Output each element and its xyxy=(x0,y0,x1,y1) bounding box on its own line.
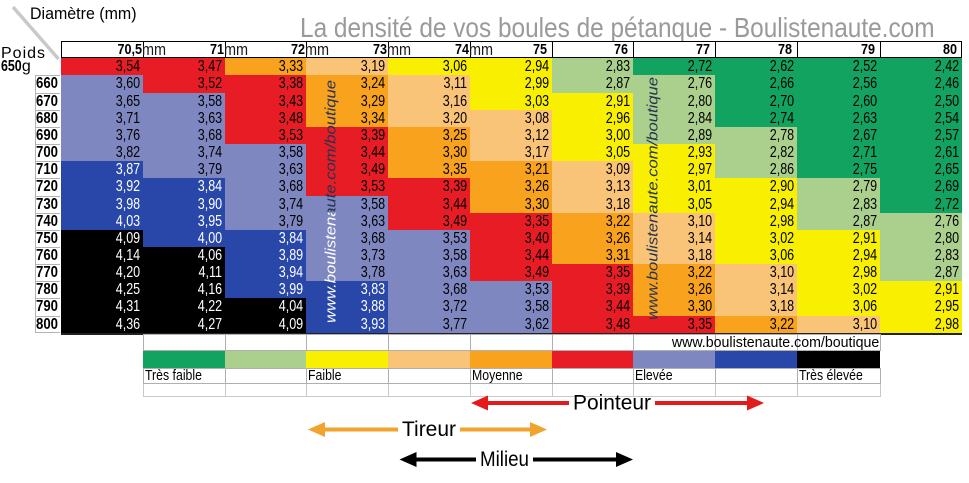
svg-text:www.boulistenaute.com/boutique: www.boulistenaute.com/boutique xyxy=(322,80,339,323)
svg-text:Milieu: Milieu xyxy=(480,448,529,471)
svg-text:www.boulistenaute.com/boutique: www.boulistenaute.com/boutique xyxy=(322,80,339,323)
svg-text:www.boulistenaute.com/boutique: www.boulistenaute.com/boutique xyxy=(644,77,661,320)
svg-text:Tireur: Tireur xyxy=(402,418,456,441)
svg-text:Pointeur: Pointeur xyxy=(573,392,651,415)
